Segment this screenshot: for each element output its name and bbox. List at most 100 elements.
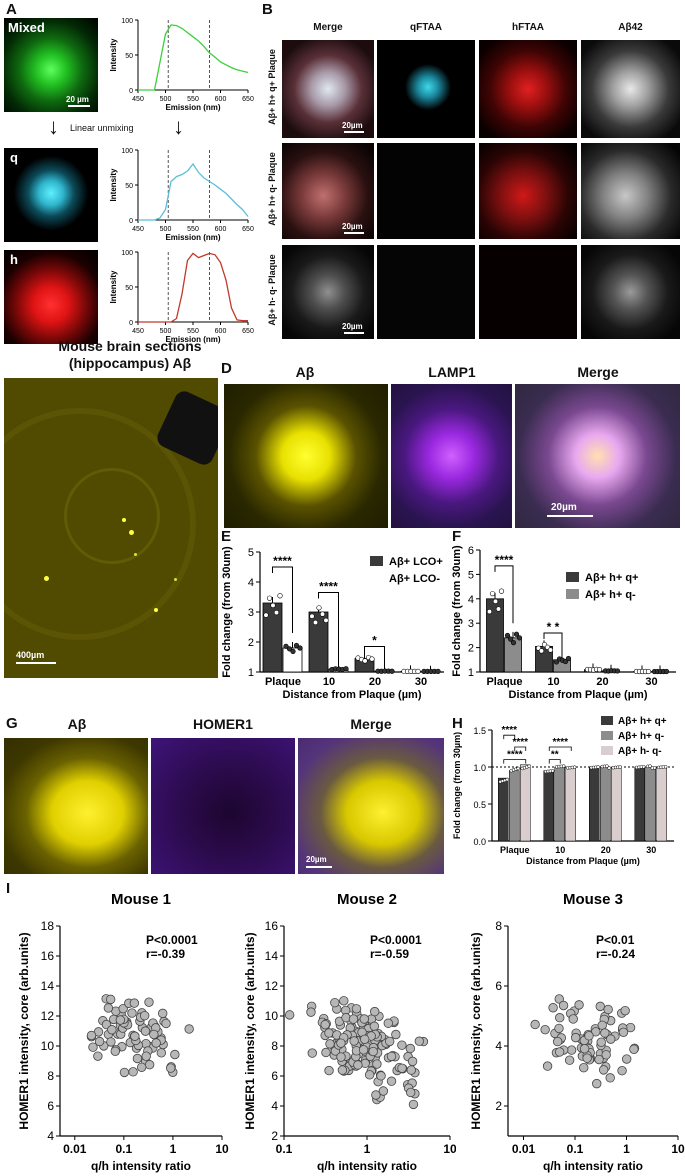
data-point [516, 766, 520, 771]
significance-label: **** [507, 750, 523, 761]
micrograph-cell: 20µm [282, 245, 374, 339]
data-point [552, 1036, 563, 1047]
x-tick-label: 0.1 [276, 1142, 293, 1156]
data-point [286, 646, 293, 652]
data-point [547, 647, 554, 653]
panel-label-b: B [262, 1, 273, 18]
data-point [290, 648, 296, 654]
data-point [614, 668, 621, 674]
data-point [106, 1037, 116, 1047]
y-tick-label: 0 [129, 88, 133, 95]
panel-label-e: E [221, 528, 232, 545]
data-point [324, 1065, 334, 1076]
significance-bracket [364, 646, 385, 668]
data-point [542, 1061, 553, 1071]
y-tick-label: 0.5 [473, 800, 486, 810]
scatter-mouse-2: Mouse 2 2 4 6 8 10 12 14 16 0.1 1 10 q/h intensity r… [243, 891, 456, 1173]
data-point [141, 1051, 151, 1061]
micrograph-cell [479, 245, 577, 339]
y-tick-label: 12 [41, 1009, 55, 1023]
x-axis-label: Distance from Plaque (µm) [526, 856, 640, 866]
data-point [554, 1047, 565, 1057]
micrograph-cell [377, 40, 475, 138]
data-point [130, 1031, 140, 1041]
data-point [386, 1051, 397, 1062]
data-point [513, 631, 520, 637]
y-tick-label: 2 [271, 1129, 278, 1143]
significance-label: **** [273, 554, 292, 568]
micrograph-cell [479, 143, 577, 239]
y-tick-label: 2 [248, 637, 254, 649]
data-point [369, 1021, 380, 1031]
data-point [94, 1036, 105, 1047]
micrograph-cell: 20µm [282, 143, 374, 239]
legend-swatch [601, 716, 613, 725]
significance-label: **** [512, 737, 528, 748]
panel-label-h: H [452, 715, 463, 732]
y-tick-label: 8 [495, 919, 502, 933]
y-tick-label: 4 [468, 594, 474, 606]
x-tick-label: 600 [215, 96, 227, 103]
homer1-micrograph [151, 738, 295, 874]
r-value-label: r=-0.39 [146, 947, 185, 961]
micrograph-cell [581, 245, 680, 339]
data-point [596, 667, 603, 673]
data-point [566, 1045, 577, 1055]
data-point [540, 1024, 550, 1035]
bar [554, 766, 565, 842]
chart-title: Mouse 1 [111, 891, 171, 908]
legend-swatch [566, 589, 579, 599]
data-point [129, 998, 140, 1008]
data-point [641, 765, 646, 769]
y-tick-label: 3 [468, 618, 474, 630]
data-point [648, 764, 652, 768]
data-point [397, 1063, 407, 1073]
scale-bar-label: 20µm [342, 121, 363, 130]
spectrum-line [138, 252, 248, 323]
data-point [594, 1054, 604, 1065]
data-point [405, 1043, 416, 1054]
data-point [157, 1008, 168, 1019]
x-tick-label: 1 [170, 1142, 177, 1156]
y-tick-label: 6 [495, 979, 502, 993]
data-point [349, 1036, 359, 1046]
h-label: h [10, 252, 18, 267]
data-point [620, 1005, 630, 1016]
y-tick-label: 2 [468, 643, 474, 655]
data-point [486, 609, 493, 615]
data-point [115, 1015, 126, 1025]
data-point [408, 1099, 419, 1110]
y-axis-label: Fold change (from 30µm) [452, 732, 462, 839]
data-point [277, 593, 283, 599]
data-point [554, 994, 564, 1004]
x-tick-label: 0.1 [116, 1142, 133, 1156]
bar [600, 766, 611, 842]
bar [565, 766, 576, 842]
y-tick-label: 1.0 [473, 763, 486, 773]
data-point [266, 595, 273, 601]
merge-micrograph: 20µm [298, 738, 444, 874]
x-tick-label: 500 [160, 226, 172, 233]
x-tick-label: 0.01 [512, 1142, 536, 1156]
data-point [320, 1019, 330, 1030]
data-point [574, 1000, 584, 1010]
data-point [370, 1006, 380, 1017]
data-point [358, 1045, 369, 1055]
y-tick-label: 4 [248, 577, 254, 589]
data-point [621, 1054, 632, 1064]
data-point [606, 1034, 616, 1044]
y-tick-label: 6 [47, 1099, 54, 1113]
data-point [383, 1018, 393, 1028]
data-point [507, 636, 514, 642]
data-point [316, 605, 322, 611]
data-point [558, 1000, 569, 1011]
data-point [607, 766, 611, 770]
spectrum-chart-mixed: 0 50 100 450 500 550 600 650 Emission (nm) Intens… [109, 18, 254, 112]
chart-title: Mouse 2 [337, 891, 397, 908]
x-axis-label: Distance from Plaque (µm) [509, 689, 648, 701]
y-tick-label: 16 [41, 949, 55, 963]
scale-bar-label: 20µm [342, 222, 363, 231]
bar [656, 766, 667, 842]
significance-label: * * [547, 620, 560, 634]
data-point [414, 1036, 425, 1046]
